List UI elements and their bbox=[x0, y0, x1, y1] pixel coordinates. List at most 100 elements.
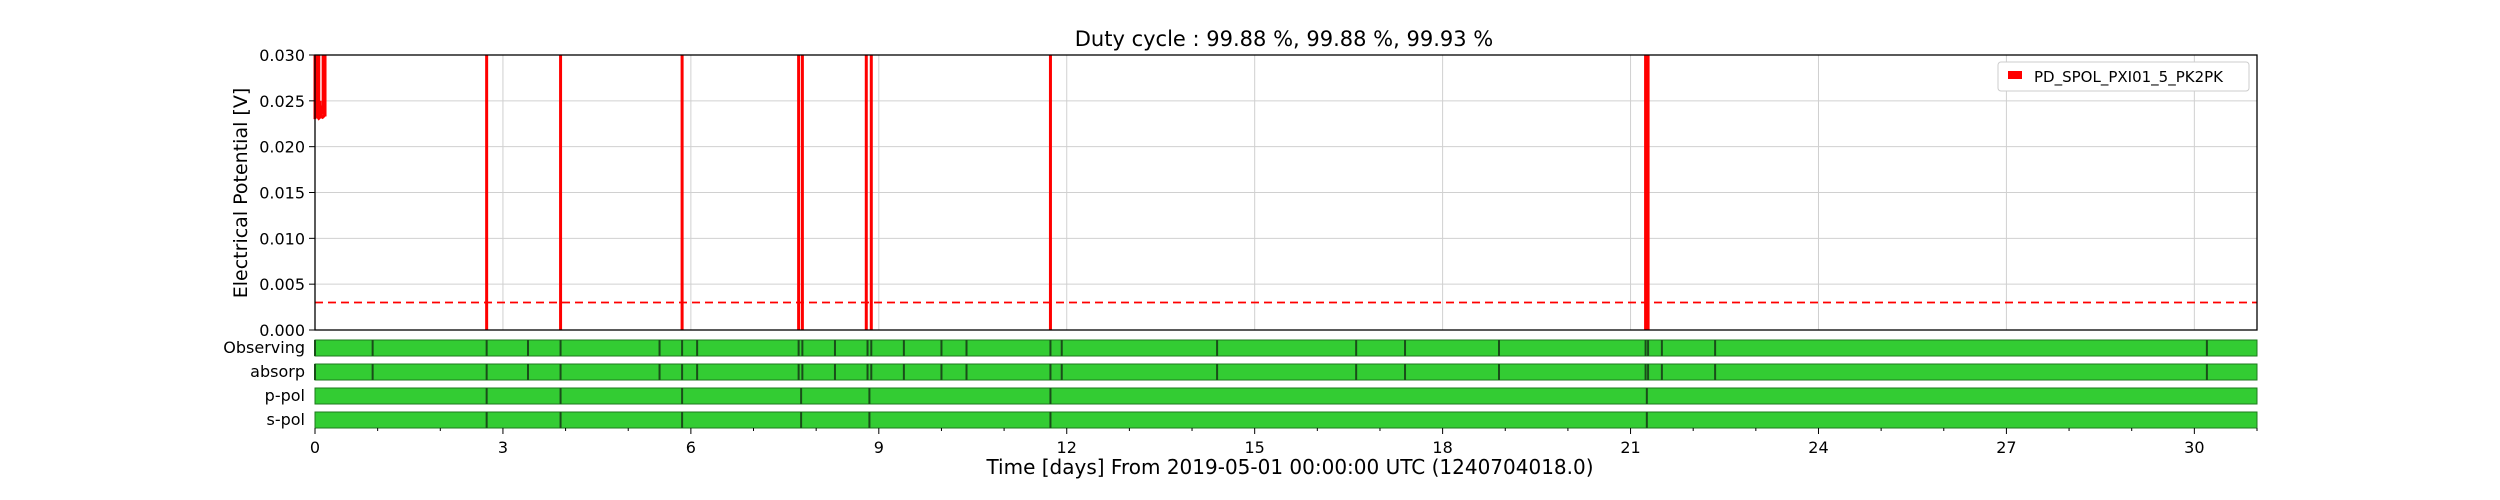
segment-gap bbox=[797, 340, 800, 356]
y-tick-label: 0.025 bbox=[259, 92, 305, 111]
segment-gap bbox=[2205, 364, 2208, 380]
y-tick-label: 0.005 bbox=[259, 275, 305, 294]
segment-row-bar bbox=[314, 363, 2258, 381]
series-line bbox=[313, 113, 326, 121]
segment-gap bbox=[1660, 340, 1663, 356]
segment-gap bbox=[1216, 340, 1219, 356]
segment-gap bbox=[1497, 364, 1500, 380]
x-tick-label: 0 bbox=[310, 438, 320, 457]
x-tick-label: 12 bbox=[1057, 438, 1077, 457]
segment-gap bbox=[866, 340, 869, 356]
y-tick-label: 0.000 bbox=[259, 321, 305, 340]
segment-row-label: Observing bbox=[223, 338, 305, 357]
segment-gap bbox=[1216, 364, 1219, 380]
segment-gap bbox=[1404, 340, 1407, 356]
series-layer bbox=[313, 55, 1650, 330]
segment-gap bbox=[1355, 364, 1358, 380]
segment-gap bbox=[833, 340, 836, 356]
segment-row-label: p-pol bbox=[265, 386, 305, 405]
segment-gap bbox=[1060, 340, 1063, 356]
segment-gap bbox=[940, 340, 943, 356]
legend-label: PD_SPOL_PXI01_5_PK2PK bbox=[2034, 68, 2224, 87]
segment-gap bbox=[485, 388, 488, 404]
segment-gap bbox=[940, 364, 943, 380]
segment-gap bbox=[1404, 364, 1407, 380]
segment-rows: Observing absorp p-pol s-pol bbox=[223, 338, 2258, 429]
y-tick-label: 0.015 bbox=[259, 184, 305, 203]
segment-gap bbox=[559, 412, 562, 428]
segment-gap bbox=[868, 388, 871, 404]
x-tick-label: 15 bbox=[1244, 438, 1264, 457]
segment-gap bbox=[658, 364, 661, 380]
segment-gap bbox=[371, 364, 374, 380]
x-tick-label: 18 bbox=[1432, 438, 1452, 457]
segment-gap bbox=[314, 364, 316, 380]
segment-gap bbox=[485, 364, 488, 380]
segment-gap bbox=[681, 340, 684, 356]
segment-gap bbox=[801, 340, 804, 356]
segment-gap bbox=[1049, 340, 1052, 356]
x-tick-label: 24 bbox=[1808, 438, 1828, 457]
segment-gap bbox=[902, 364, 905, 380]
segment-gap bbox=[1645, 388, 1648, 404]
segment-gap bbox=[797, 364, 800, 380]
segment-gap bbox=[801, 364, 804, 380]
segment-gap bbox=[2205, 340, 2208, 356]
y-axis-ticks: 0.000 0.005 0.010 0.015 0.020 0.025 0.030 bbox=[259, 46, 315, 340]
x-tick-label: 27 bbox=[1996, 438, 2016, 457]
segment-gap bbox=[314, 340, 316, 356]
segment-gap bbox=[1049, 364, 1052, 380]
segment-gap bbox=[559, 388, 562, 404]
y-tick-label: 0.030 bbox=[259, 46, 305, 65]
x-tick-label: 3 bbox=[498, 438, 508, 457]
segment-row-bar bbox=[314, 387, 2258, 405]
segment-gap bbox=[1497, 340, 1500, 356]
segment-gap bbox=[1647, 364, 1650, 380]
y-axis-label: Electrical Potential [V] bbox=[230, 88, 252, 298]
segment-gap bbox=[1645, 412, 1648, 428]
segment-gap bbox=[800, 388, 803, 404]
segment-gap bbox=[870, 364, 873, 380]
segment-gap bbox=[696, 340, 699, 356]
segment-gap bbox=[1714, 340, 1717, 356]
y-tick-label: 0.020 bbox=[259, 138, 305, 157]
segment-row-bar bbox=[314, 411, 2258, 429]
x-axis-ticks: 0 3 6 9 12 15 18 21 24 27 30 bbox=[310, 428, 2258, 457]
x-tick-label: 6 bbox=[686, 438, 696, 457]
segment-gap bbox=[965, 364, 968, 380]
segment-gap bbox=[866, 364, 869, 380]
segment-gap bbox=[681, 388, 684, 404]
x-axis-label: Time [days] From 2019-05-01 00:00:00 UTC… bbox=[985, 455, 1593, 479]
legend-box bbox=[1997, 61, 2250, 92]
segment-row-label: s-pol bbox=[267, 410, 306, 429]
segment-row-label: absorp bbox=[250, 362, 305, 381]
segment-gap bbox=[1644, 364, 1647, 380]
segment-gap bbox=[658, 340, 661, 356]
x-tick-label: 21 bbox=[1620, 438, 1640, 457]
segment-gap bbox=[1049, 388, 1052, 404]
segment-gap bbox=[1714, 364, 1717, 380]
segment-gap bbox=[485, 412, 488, 428]
y-tick-label: 0.010 bbox=[259, 229, 305, 248]
segment-gap bbox=[559, 340, 562, 356]
segment-row-bar bbox=[314, 339, 2258, 357]
segment-gap bbox=[559, 364, 562, 380]
segment-gap bbox=[1060, 364, 1063, 380]
segment-gap bbox=[800, 412, 803, 428]
legend-swatch bbox=[2008, 71, 2022, 79]
segment-gap bbox=[1049, 412, 1052, 428]
segment-gap bbox=[526, 340, 529, 356]
segment-gap bbox=[965, 340, 968, 356]
segment-gap bbox=[696, 364, 699, 380]
segment-gap bbox=[1644, 340, 1647, 356]
segment-gap bbox=[681, 364, 684, 380]
chart-title: Duty cycle : 99.88 %, 99.88 %, 99.93 % bbox=[1075, 27, 1493, 51]
segment-gap bbox=[902, 340, 905, 356]
legend: PD_SPOL_PXI01_5_PK2PK bbox=[1997, 61, 2250, 92]
segment-gap bbox=[371, 340, 374, 356]
segment-gap bbox=[526, 364, 529, 380]
segment-gap bbox=[485, 340, 488, 356]
segment-gap bbox=[681, 412, 684, 428]
x-tick-label: 9 bbox=[874, 438, 884, 457]
